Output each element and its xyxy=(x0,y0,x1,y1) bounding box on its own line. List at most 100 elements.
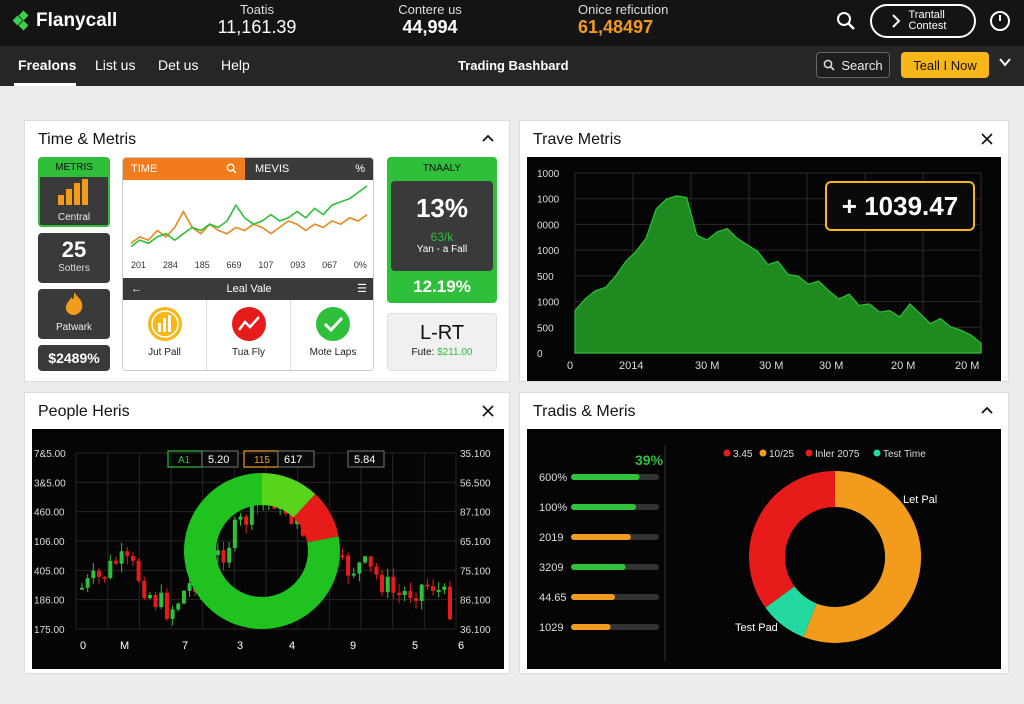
collapse-chevron-icon[interactable] xyxy=(479,130,497,148)
x-tick-label: 2014 xyxy=(619,360,643,372)
bar-label: 1029 xyxy=(539,622,563,634)
analytics-card[interactable]: TNAALY 13% 63/k Yan - a Fall 12.19% xyxy=(387,157,497,303)
panel-title: People Heris xyxy=(38,403,130,420)
action-label: Tua Fly xyxy=(232,347,265,358)
action-jut-pall[interactable]: Jut Pall xyxy=(123,300,207,370)
legend-item[interactable]: Test Time xyxy=(873,449,927,460)
fire-card[interactable]: Patwark xyxy=(38,289,110,339)
candle-body xyxy=(187,583,192,591)
x-tick-label: 6 xyxy=(458,640,464,652)
app-logo[interactable]: Flanycall xyxy=(12,10,117,32)
score-card[interactable]: 25 Sotters xyxy=(38,233,110,283)
candle-body xyxy=(244,516,249,525)
legend-dot xyxy=(723,449,731,457)
legend-label: Inler 2075 xyxy=(815,449,860,460)
x-tick-label: M xyxy=(120,640,129,652)
progress-row: 100% xyxy=(539,502,659,514)
mini-chart-x-axis: 201 284 185 669 107 093 067 0% xyxy=(131,260,367,270)
check-icon xyxy=(316,307,350,341)
legend-label: 115 xyxy=(254,455,270,466)
legend-item[interactable]: 10/25 xyxy=(759,449,795,460)
x-tick-label: 7 xyxy=(182,640,188,652)
mini-chart-footer[interactable]: ← Leal Vale ☰ xyxy=(123,278,373,300)
tab-mevis[interactable]: MEVIS % xyxy=(245,158,373,180)
candle-body xyxy=(113,560,118,564)
lrt-sub-label: Fute: xyxy=(411,347,435,358)
candle-body xyxy=(142,580,147,599)
bar-fill xyxy=(571,624,611,630)
trade-now-button[interactable]: Teall I Now xyxy=(901,52,989,78)
pie-slice xyxy=(749,471,836,608)
candle-body xyxy=(170,609,175,619)
y-tick-label: 500 xyxy=(537,272,554,283)
stat-label: Toatis xyxy=(240,2,274,17)
trend-line-icon xyxy=(231,307,266,341)
search-icon[interactable] xyxy=(832,7,860,35)
candle-body xyxy=(402,590,407,596)
y-tick-label: 0 xyxy=(537,349,543,360)
y-tick-label: 1000 xyxy=(537,246,560,257)
lrt-card[interactable]: L-RT Fute: $211.00 xyxy=(387,313,497,371)
metric-card[interactable]: METRIS Central xyxy=(38,157,110,227)
score-label: Sotters xyxy=(58,263,90,274)
search-icon xyxy=(226,163,237,174)
progress-row: 600% xyxy=(539,472,659,484)
percent-card[interactable]: $2489% xyxy=(38,345,110,371)
legend-item[interactable]: 115 617 xyxy=(243,450,315,468)
contest-button[interactable]: Trantall Contest xyxy=(870,4,976,38)
x-tick-label: 201 xyxy=(131,260,147,270)
donut-slice xyxy=(261,473,316,518)
candle-body xyxy=(380,574,385,593)
bar-fill xyxy=(571,564,626,570)
candle-body xyxy=(436,589,441,592)
panel-title: Time & Metris xyxy=(38,131,137,148)
legend-value-box xyxy=(277,450,315,468)
nav-item-det-us[interactable]: Det us xyxy=(158,57,199,73)
search-button[interactable]: Search xyxy=(816,52,890,78)
legend-item[interactable]: 5.84 xyxy=(347,450,385,468)
nav-item-list-us[interactable]: List us xyxy=(95,57,136,73)
candle-body xyxy=(96,570,101,577)
collapse-chevron-icon[interactable] xyxy=(978,402,996,420)
candle-body xyxy=(232,519,237,548)
candle-body xyxy=(351,573,356,576)
stat-label: Contere us xyxy=(398,2,462,17)
legend-item[interactable]: 3.45 xyxy=(723,449,753,460)
candlestick-chart: 7&5.00 35.100 3&5.00 56.500 460.00 87.100 106.… xyxy=(32,429,504,669)
analytics-sub-label: Yan - a Fall xyxy=(416,244,468,255)
analytics-sub-value: 63/k xyxy=(430,230,454,244)
area-chart: 1000 1000 0000 1000 500 1000 500 0 0 2014 30 M 30 M… xyxy=(527,157,1001,381)
legend-item[interactable]: A1 5.20 xyxy=(167,450,239,468)
candle-body xyxy=(448,586,452,620)
legend-item[interactable]: Inler 2075 xyxy=(805,449,860,460)
progress-row: 2019 xyxy=(539,532,659,544)
bar-chart-icon xyxy=(147,307,182,341)
tab-time[interactable]: TIME xyxy=(123,158,245,180)
close-icon[interactable] xyxy=(978,130,996,148)
close-icon[interactable] xyxy=(479,402,497,420)
candle-body xyxy=(368,556,373,567)
stat-value: 44,994 xyxy=(402,17,458,37)
fire-card-label: Patwark xyxy=(55,322,93,333)
candle-body xyxy=(414,598,419,601)
bar-label: 3209 xyxy=(539,562,563,574)
y-left-label: 7&5.00 xyxy=(34,449,66,460)
search-icon xyxy=(824,59,835,71)
action-tua-fly[interactable]: Tua Fly xyxy=(207,300,291,370)
action-mote-laps[interactable]: Mote Laps xyxy=(291,300,373,370)
candle-body xyxy=(419,584,424,601)
y-right-label: 56.500 xyxy=(460,478,491,489)
legend-value-box xyxy=(347,450,385,468)
nav-item-frealons[interactable]: Frealons xyxy=(18,57,77,73)
donut-slice xyxy=(292,494,339,544)
nav-item-help[interactable]: Help xyxy=(221,57,250,73)
pie-slice xyxy=(765,585,818,637)
menu-icon[interactable]: ☰ xyxy=(357,283,367,295)
legend-dot xyxy=(759,449,767,457)
y-right-label: 86.100 xyxy=(460,596,491,607)
chevron-down-icon[interactable] xyxy=(997,54,1013,75)
flame-icon xyxy=(65,292,83,315)
x-tick-label: 9 xyxy=(350,640,356,652)
back-arrow-icon[interactable]: ← xyxy=(131,283,142,295)
power-icon[interactable] xyxy=(986,7,1014,35)
